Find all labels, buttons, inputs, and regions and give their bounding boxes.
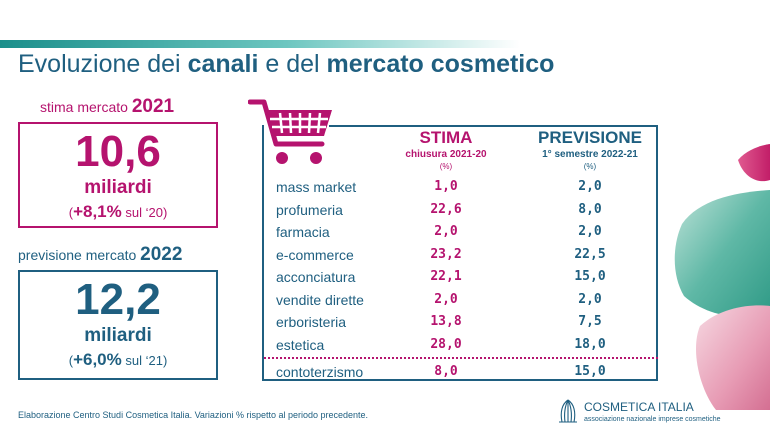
logo-name: COSMETICA ITALIA: [584, 400, 694, 414]
header-band: [0, 40, 520, 48]
col-previsione-subtitle: 1° semestre 2022-21: [542, 149, 638, 160]
logo-tagline: associazione nazionale imprese cosmetich…: [584, 416, 721, 423]
table-row: farmacia 2,0 2,0: [276, 224, 602, 240]
shopping-cart-icon: [248, 99, 332, 164]
market-2022-variation: (+6,0% sul ‘21): [68, 350, 168, 369]
col-stima-subtitle: chiusura 2021-20: [405, 149, 487, 160]
market-2022-label: previsione mercato 2022: [18, 244, 183, 265]
channels-table-last: contoterzismo 8,0 15,0: [276, 361, 656, 384]
table-row: profumeria 22,6 8,0: [276, 201, 602, 218]
table-row: estetica 28,0 18,0: [276, 336, 606, 353]
cosmetica-italia-logo-icon: [559, 399, 577, 423]
market-2021-label: stima mercato 2021: [40, 96, 175, 117]
source-footnote: Elaborazione Centro Studi Cosmetica Ital…: [18, 410, 369, 420]
channels-table-frame: [262, 125, 658, 381]
col-stima-unit: (%): [439, 162, 453, 171]
market-2022-year: 2022: [140, 244, 183, 265]
market-2022-unit: miliardi: [84, 325, 152, 346]
cosmetic-smear-decoration: [674, 144, 770, 410]
table-row: acconciatura 22,1 15,0: [276, 269, 606, 285]
cosmetica-italia-logo: COSMETICA ITALIA associazione nazionale …: [556, 398, 756, 428]
market-2021-year: 2021: [131, 96, 175, 117]
col-stima-title: STIMA: [419, 128, 473, 147]
col-previsione-unit: (%): [583, 162, 597, 171]
market-2021-box: 10,6 miliardi (+8,1% sul ‘20): [18, 122, 218, 228]
market-2021-unit: miliardi: [84, 177, 152, 198]
table-row: vendite dirette 2,0 2,0: [276, 291, 602, 308]
table-row: erboristeria 13,8 7,5: [276, 314, 602, 330]
market-2021-variation: (+8,1% sul ‘20): [68, 202, 168, 221]
channels-table: mass market 1,0 2,0 profumeria 22,6 8,0 farm…: [276, 176, 656, 356]
table-separator: [264, 357, 658, 359]
market-2022-box: 12,2 miliardi (+6,0% sul ‘21): [18, 270, 218, 380]
table-row: mass market 1,0 2,0: [276, 179, 602, 195]
market-2021-value: 10,6: [75, 127, 161, 176]
table-row: e-commerce 23,2 22,5: [276, 246, 606, 263]
table-row: contoterzismo 8,0 15,0: [276, 364, 606, 380]
page-title: Evoluzione dei canali e del mercato cosm…: [18, 50, 555, 78]
col-previsione-title: PREVISIONE: [538, 128, 642, 147]
market-2022-value: 12,2: [75, 275, 161, 324]
